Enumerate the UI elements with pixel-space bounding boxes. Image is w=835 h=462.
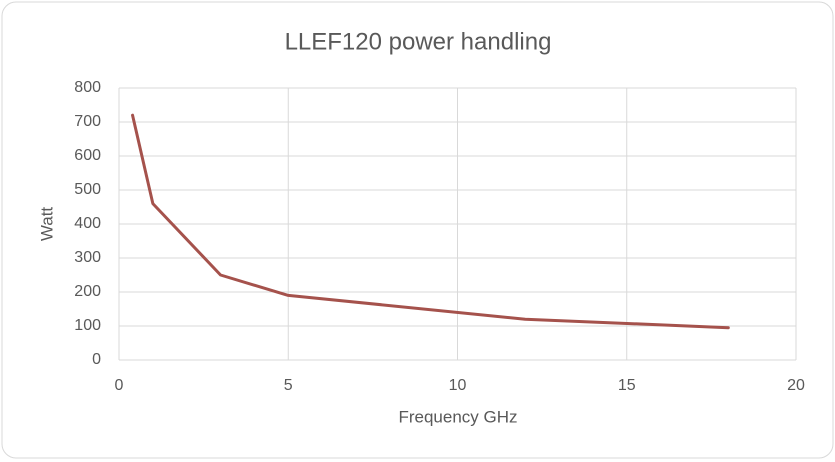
y-tick-label: 400 <box>74 215 101 232</box>
data-line <box>131 113 730 330</box>
y-axis-label: Watt <box>37 207 56 242</box>
x-tick-label: 0 <box>115 377 124 394</box>
x-tick-label: 10 <box>449 377 467 394</box>
y-tick-label: 200 <box>74 283 101 300</box>
y-tick-label: 300 <box>74 249 101 266</box>
y-tick-label: 0 <box>92 351 101 368</box>
y-tick-label: 600 <box>74 147 101 164</box>
y-tick-label: 700 <box>74 113 101 130</box>
y-tick-label: 100 <box>74 317 101 334</box>
y-tick-label: 800 <box>74 79 101 96</box>
x-axis-label: Frequency GHz <box>398 407 517 426</box>
x-tick-label: 5 <box>284 377 293 394</box>
x-tick-label: 15 <box>618 377 636 394</box>
chart-title: LLEF120 power handling <box>285 28 552 55</box>
x-tick-label: 20 <box>787 377 805 394</box>
y-tick-label: 500 <box>74 181 101 198</box>
